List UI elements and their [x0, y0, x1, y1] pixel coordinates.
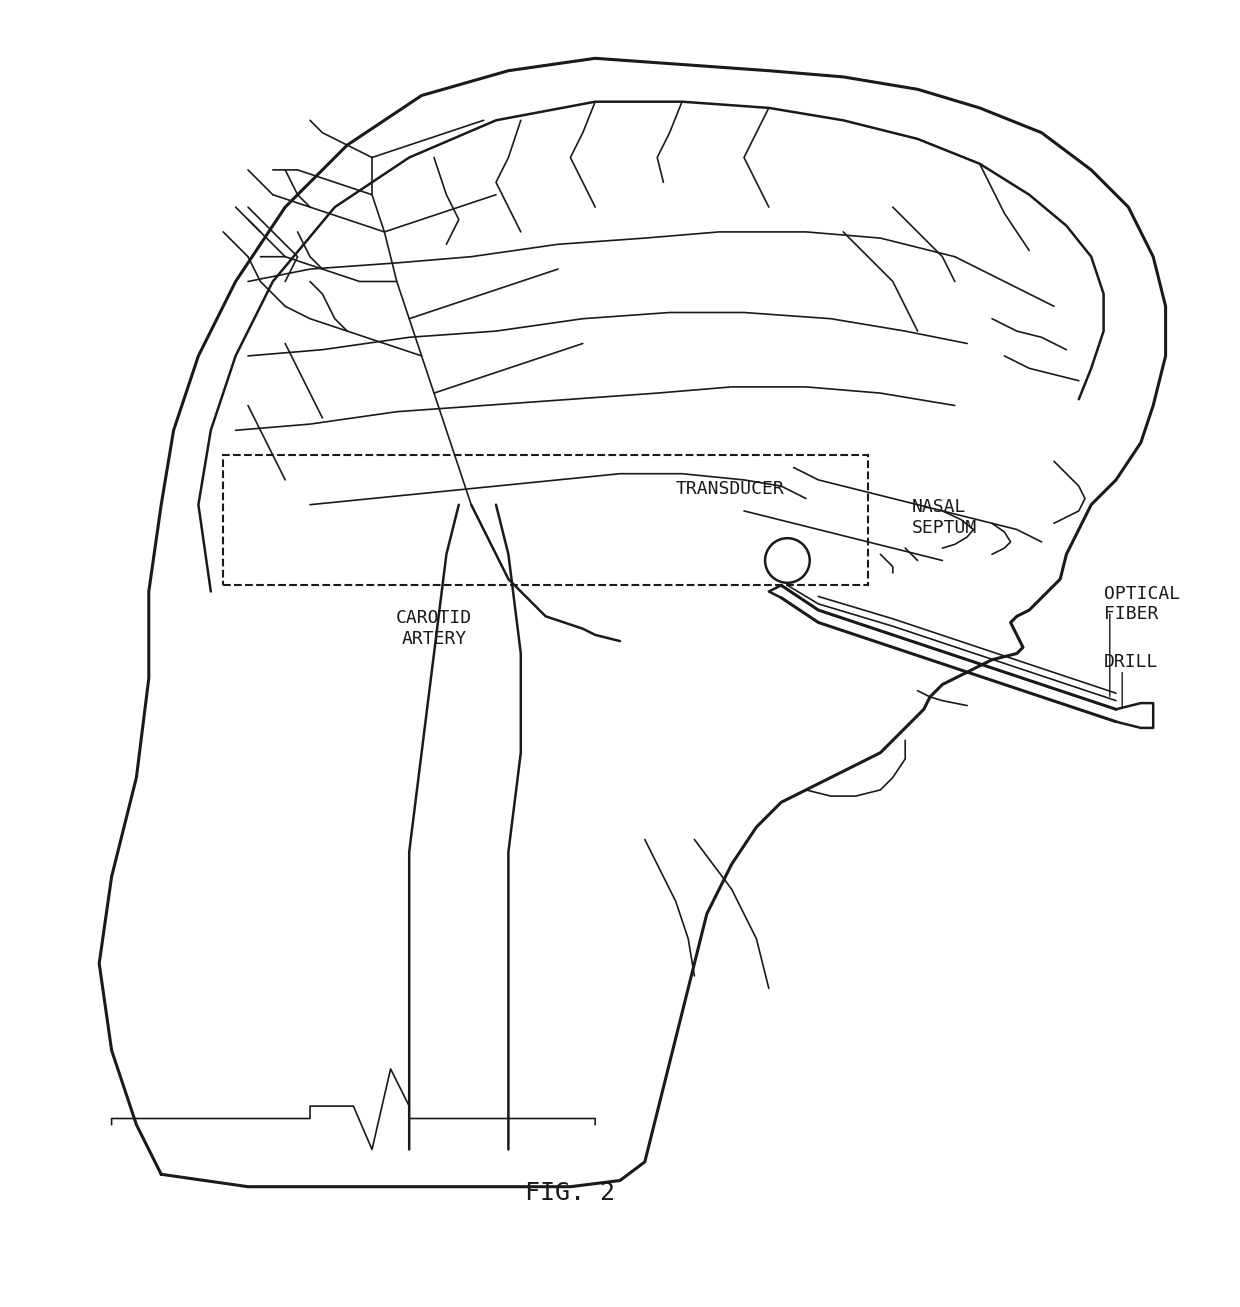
Text: DRILL: DRILL: [1104, 654, 1158, 672]
Text: TRANSDUCER: TRANSDUCER: [676, 480, 785, 498]
Text: NASAL
SEPTUM: NASAL SEPTUM: [911, 498, 977, 536]
Text: FIG. 2: FIG. 2: [526, 1182, 615, 1205]
Text: CAROTID
ARTERY: CAROTID ARTERY: [396, 609, 472, 648]
Text: OPTICAL
FIBER: OPTICAL FIBER: [1104, 584, 1179, 623]
Bar: [223, 455, 868, 586]
